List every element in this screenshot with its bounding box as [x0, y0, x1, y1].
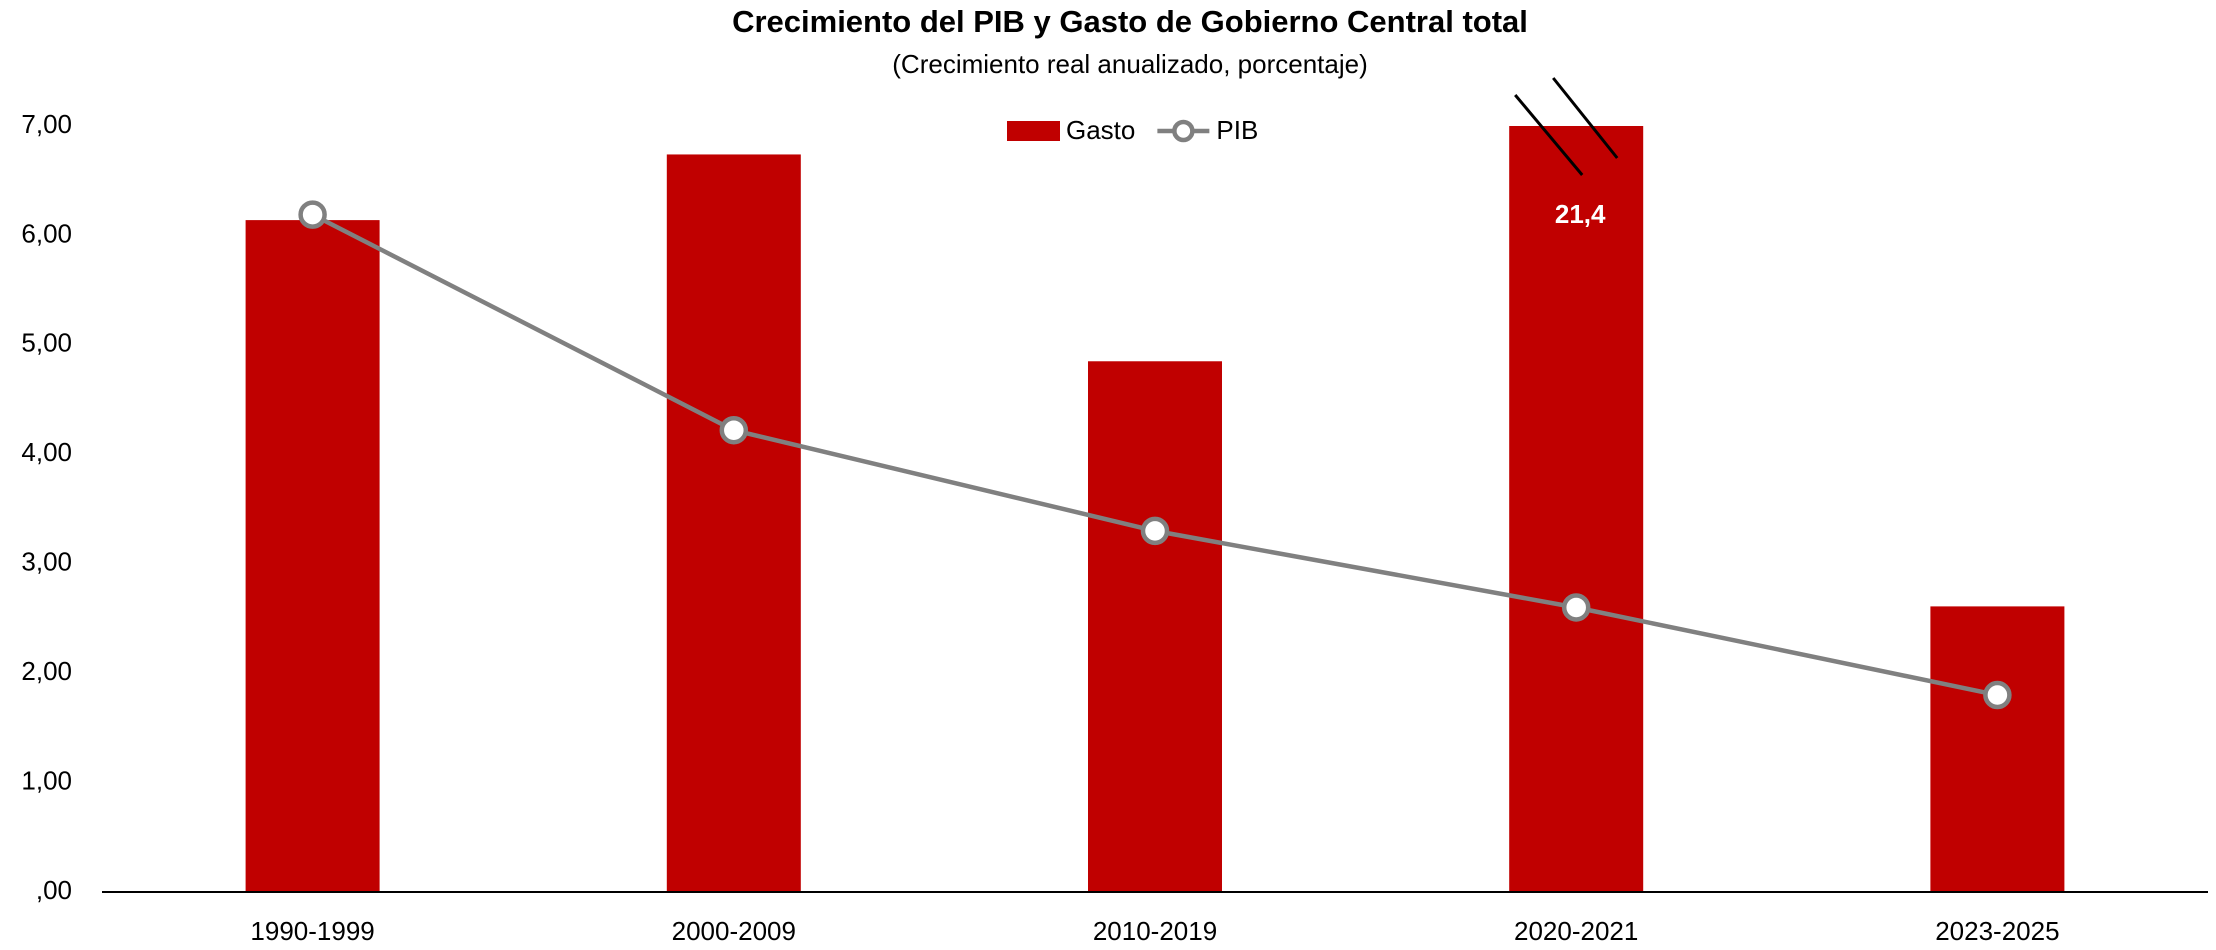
legend-label: PIB — [1216, 115, 1258, 145]
x-tick-label: 2020-2021 — [1514, 916, 1638, 946]
bar — [666, 154, 801, 892]
chart-subtitle: (Crecimiento real anualizado, porcentaje… — [892, 49, 1367, 79]
legend-swatch — [1172, 119, 1195, 143]
line-marker — [719, 415, 749, 445]
x-tick-label: 2010-2019 — [1093, 916, 1217, 946]
line-marker — [1561, 593, 1591, 622]
y-tick-label: 3,00 — [21, 547, 72, 577]
line-marker — [1140, 516, 1170, 546]
x-tick-label: 2023-2025 — [1935, 916, 2059, 946]
bar — [1088, 361, 1222, 892]
legend-label: Gasto — [1066, 115, 1135, 145]
axis-break — [1514, 94, 1584, 176]
bar — [245, 220, 380, 892]
x-tick-label: 2000-2009 — [672, 916, 796, 946]
y-tick-label: ,00 — [36, 875, 72, 905]
y-tick-label: 1,00 — [21, 765, 72, 795]
line-marker — [1983, 680, 2012, 710]
bar — [1930, 606, 2065, 892]
y-tick-label: 6,00 — [21, 218, 72, 248]
legend-swatch — [1007, 121, 1060, 141]
bar — [1509, 126, 1644, 892]
x-tick-label: 1990-1999 — [250, 916, 374, 946]
line-marker — [298, 200, 327, 229]
y-tick-label: 7,00 — [21, 109, 72, 139]
y-tick-label: 4,00 — [21, 437, 72, 467]
bars — [245, 126, 2065, 892]
y-tick-label: 5,00 — [21, 328, 72, 358]
axis-break — [1552, 77, 1619, 159]
y-tick-label: 2,00 — [21, 656, 72, 686]
chart-title: Crecimiento del PIB y Gasto de Gobierno … — [732, 4, 1528, 39]
data-label: 21,4 — [1555, 199, 1606, 229]
